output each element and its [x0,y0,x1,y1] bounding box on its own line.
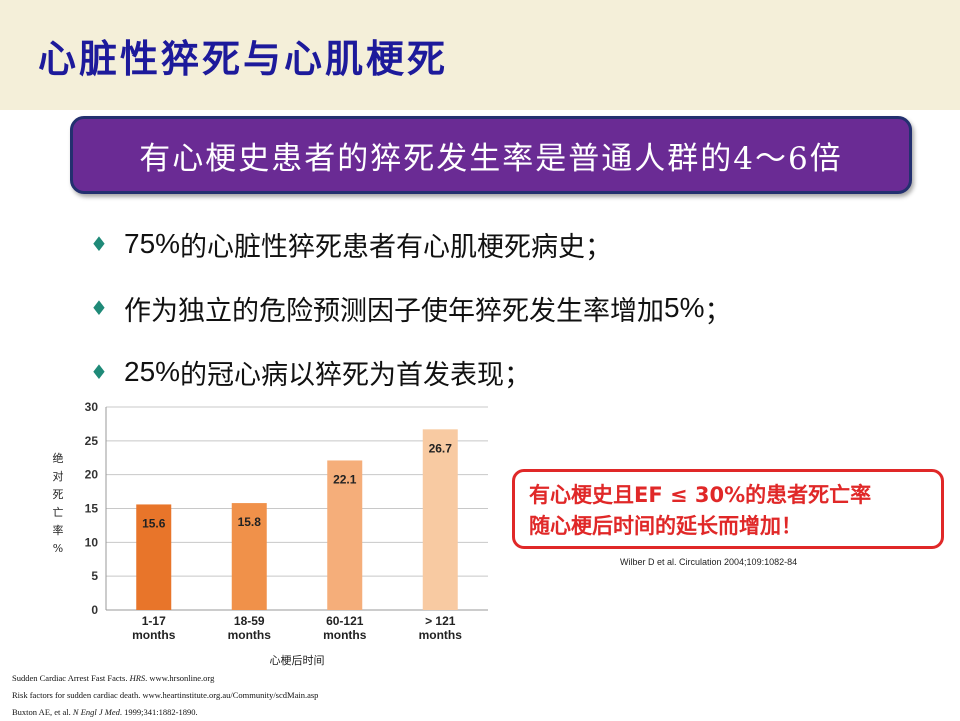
x-tick-label: months [228,628,272,642]
y-axis-label: 死 [53,488,64,501]
bullet-item: ♦ 25% 的冠心病以猝死为首发表现； [90,340,731,404]
y-tick-label: 30 [85,400,99,414]
diamond-bullet-icon: ♦ [90,296,108,320]
bullet-text: 的心脏性猝死患者有心肌梗死病史； [180,231,613,263]
reference-item: Risk factors for sudden cardiac death. w… [12,690,319,700]
bar-value-label: 15.8 [238,515,262,529]
mortality-bar-chart: 05101520253015.61-17months15.818-59month… [53,400,488,667]
bullet-list: ♦ 75% 的心脏性猝死患者有心肌梗死病史； ♦ 作为独立的危险预测因子使年猝死… [90,212,731,404]
bar [422,429,458,610]
bullet-text: 的冠心病以猝死为首发表现； [180,359,532,391]
diamond-bullet-icon: ♦ [90,360,108,384]
bar [327,460,363,610]
y-axis-label: % [53,542,63,555]
title-band [0,0,960,110]
y-tick-label: 20 [85,468,99,482]
y-tick-label: 10 [85,535,99,549]
y-tick-label: 0 [91,603,98,617]
bar [231,503,267,610]
bar-value-label: 15.6 [142,516,166,530]
x-tick-label: 1-17 [142,614,166,628]
diamond-bullet-icon: ♦ [90,232,108,256]
bullet-item: ♦ 作为独立的危险预测因子使年猝死发生率增加 5% ； [90,276,731,340]
headline-banner-text: 有心梗史患者的猝死发生率是普通人群的4～6倍 [139,140,843,177]
y-tick-label: 5 [91,569,98,583]
y-tick-label: 15 [85,502,99,516]
callout-line: 有心梗史且EF ≤ 30%的患者死亡率 [529,483,872,507]
reference-item: Sudden Cardiac Arrest Fast Facts. HRS. w… [12,673,215,683]
references: Sudden Cardiac Arrest Fast Facts. HRS. w… [12,670,318,721]
bullet-number: 5% [664,292,705,323]
chart-citation: Wilber D et al. Circulation 2004;109:108… [620,557,798,567]
bullet-number: 25% [124,356,181,387]
x-tick-label: > 121 [425,614,456,628]
bar-value-label: 26.7 [429,441,453,455]
bullet-number: 75% [124,228,181,259]
y-axis-label: 率 [53,523,64,537]
x-axis-label: 心梗后时间 [270,653,325,667]
callout-line: 随心梗后时间的延长而增加！ [529,514,802,538]
x-tick-label: 60-121 [326,614,364,628]
x-tick-label: 18-59 [234,614,265,628]
bullet-text: 作为独立的危险预测因子使年猝死发生率增加 [124,295,664,327]
x-tick-label: months [323,628,367,642]
headline-banner: 有心梗史患者的猝死发生率是普通人群的4～6倍 [70,116,912,194]
slide-title: 心脏性猝死与心肌梗死 [38,37,449,81]
y-tick-label: 25 [85,434,99,448]
bullet-text: ； [704,295,732,327]
x-tick-label: months [132,628,176,642]
y-axis-label: 亡 [53,505,64,519]
bar [136,504,172,610]
y-axis-label: 绝 [53,451,64,465]
x-tick-label: months [419,628,463,642]
bullet-item: ♦ 75% 的心脏性猝死患者有心肌梗死病史； [90,212,731,276]
bar-value-label: 22.1 [333,472,357,486]
callout-box: 有心梗史且EF ≤ 30%的患者死亡率 随心梗后时间的延长而增加！ [512,469,944,549]
y-axis-label: 对 [53,469,64,483]
reference-item: Buxton AE, et al. N Engl J Med. 1999;341… [12,707,198,717]
